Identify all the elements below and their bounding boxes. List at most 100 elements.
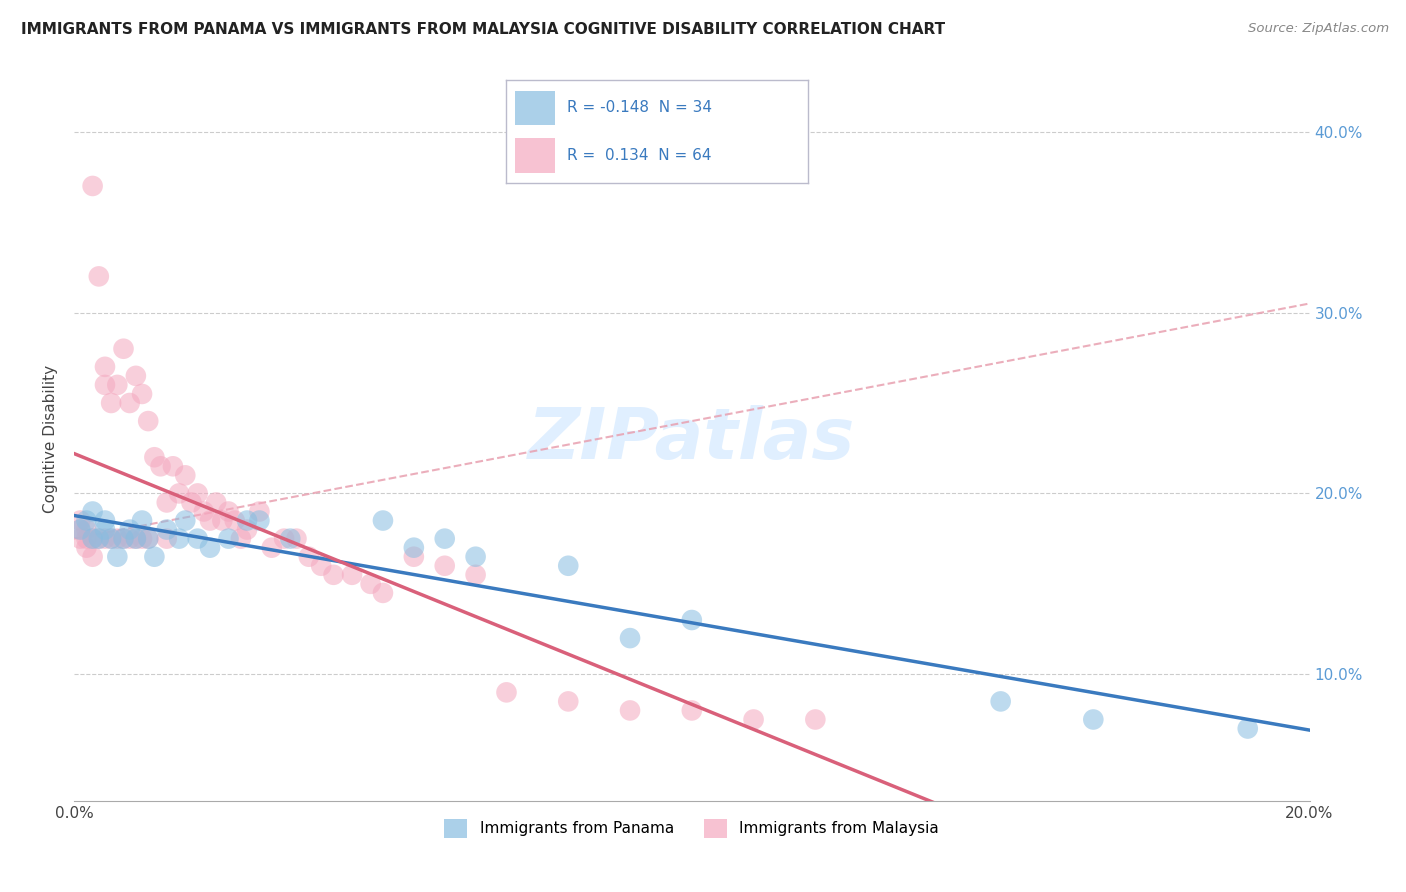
Point [1236,722,1258,736]
Point [236,514,259,528]
Point [1083,713,1105,727]
Point [94,378,117,392]
Point [136,532,159,546]
Point [82,504,104,518]
Point [402,549,425,564]
Text: Source: ZipAtlas.com: Source: ZipAtlas.com [1249,22,1389,36]
Point [619,703,641,717]
Point [87,269,110,284]
Point [990,694,1012,708]
Point [619,631,641,645]
Point [174,468,197,483]
Point [131,387,153,401]
Point [75,541,97,555]
Point [82,549,104,564]
Point [149,459,172,474]
Point [193,504,215,518]
Point [82,532,104,546]
Point [143,549,166,564]
Point [100,532,122,546]
Point [433,558,456,573]
Point [87,532,110,546]
Point [224,514,246,528]
Point [236,523,259,537]
Point [495,685,517,699]
Text: ZIPatlas: ZIPatlas [529,405,855,474]
Point [94,359,117,374]
Point [112,532,135,546]
Point [464,567,486,582]
Point [82,532,104,546]
Point [167,532,190,546]
Bar [515,91,554,126]
Point [804,713,827,727]
Point [156,523,179,537]
Point [681,613,703,627]
Point [94,523,117,537]
Point [180,495,202,509]
Point [112,342,135,356]
Point [174,514,197,528]
Point [360,577,382,591]
Point [87,532,110,546]
Text: R = -0.148  N = 34: R = -0.148 N = 34 [567,101,711,115]
Point [402,541,425,555]
Point [94,514,117,528]
Point [100,532,122,546]
Point [75,514,97,528]
Point [125,368,148,383]
Point [187,486,209,500]
Point [211,514,233,528]
Point [322,567,344,582]
Point [247,504,270,518]
Point [136,414,159,428]
Point [198,514,221,528]
Point [247,514,270,528]
Point [131,532,153,546]
Point [105,378,128,392]
Point [162,459,184,474]
Point [218,504,240,518]
Point [100,396,122,410]
Text: R =  0.134  N = 64: R = 0.134 N = 64 [567,148,711,162]
Point [82,178,104,193]
Point [69,523,91,537]
Point [742,713,765,727]
Point [309,558,332,573]
Point [125,532,148,546]
Point [371,514,394,528]
Legend: Immigrants from Panama, Immigrants from Malaysia: Immigrants from Panama, Immigrants from … [439,813,945,844]
Point [557,694,579,708]
Point [69,523,91,537]
Point [218,532,240,546]
Point [156,495,179,509]
Point [94,532,117,546]
Point [205,495,228,509]
Point [557,558,579,573]
Point [75,523,97,537]
Point [187,532,209,546]
Point [125,532,148,546]
Point [105,532,128,546]
Point [156,532,179,546]
Point [118,396,141,410]
Point [69,514,91,528]
Point [131,514,153,528]
Point [260,541,283,555]
Point [69,532,91,546]
Point [105,549,128,564]
Point [298,549,321,564]
Point [198,541,221,555]
Point [681,703,703,717]
Point [340,567,363,582]
Text: IMMIGRANTS FROM PANAMA VS IMMIGRANTS FROM MALAYSIA COGNITIVE DISABILITY CORRELAT: IMMIGRANTS FROM PANAMA VS IMMIGRANTS FRO… [21,22,945,37]
Point [136,532,159,546]
Point [167,486,190,500]
Point [278,532,301,546]
Point [118,523,141,537]
Point [75,532,97,546]
Point [229,532,252,546]
Point [112,532,135,546]
Bar [515,137,554,173]
Point [371,586,394,600]
